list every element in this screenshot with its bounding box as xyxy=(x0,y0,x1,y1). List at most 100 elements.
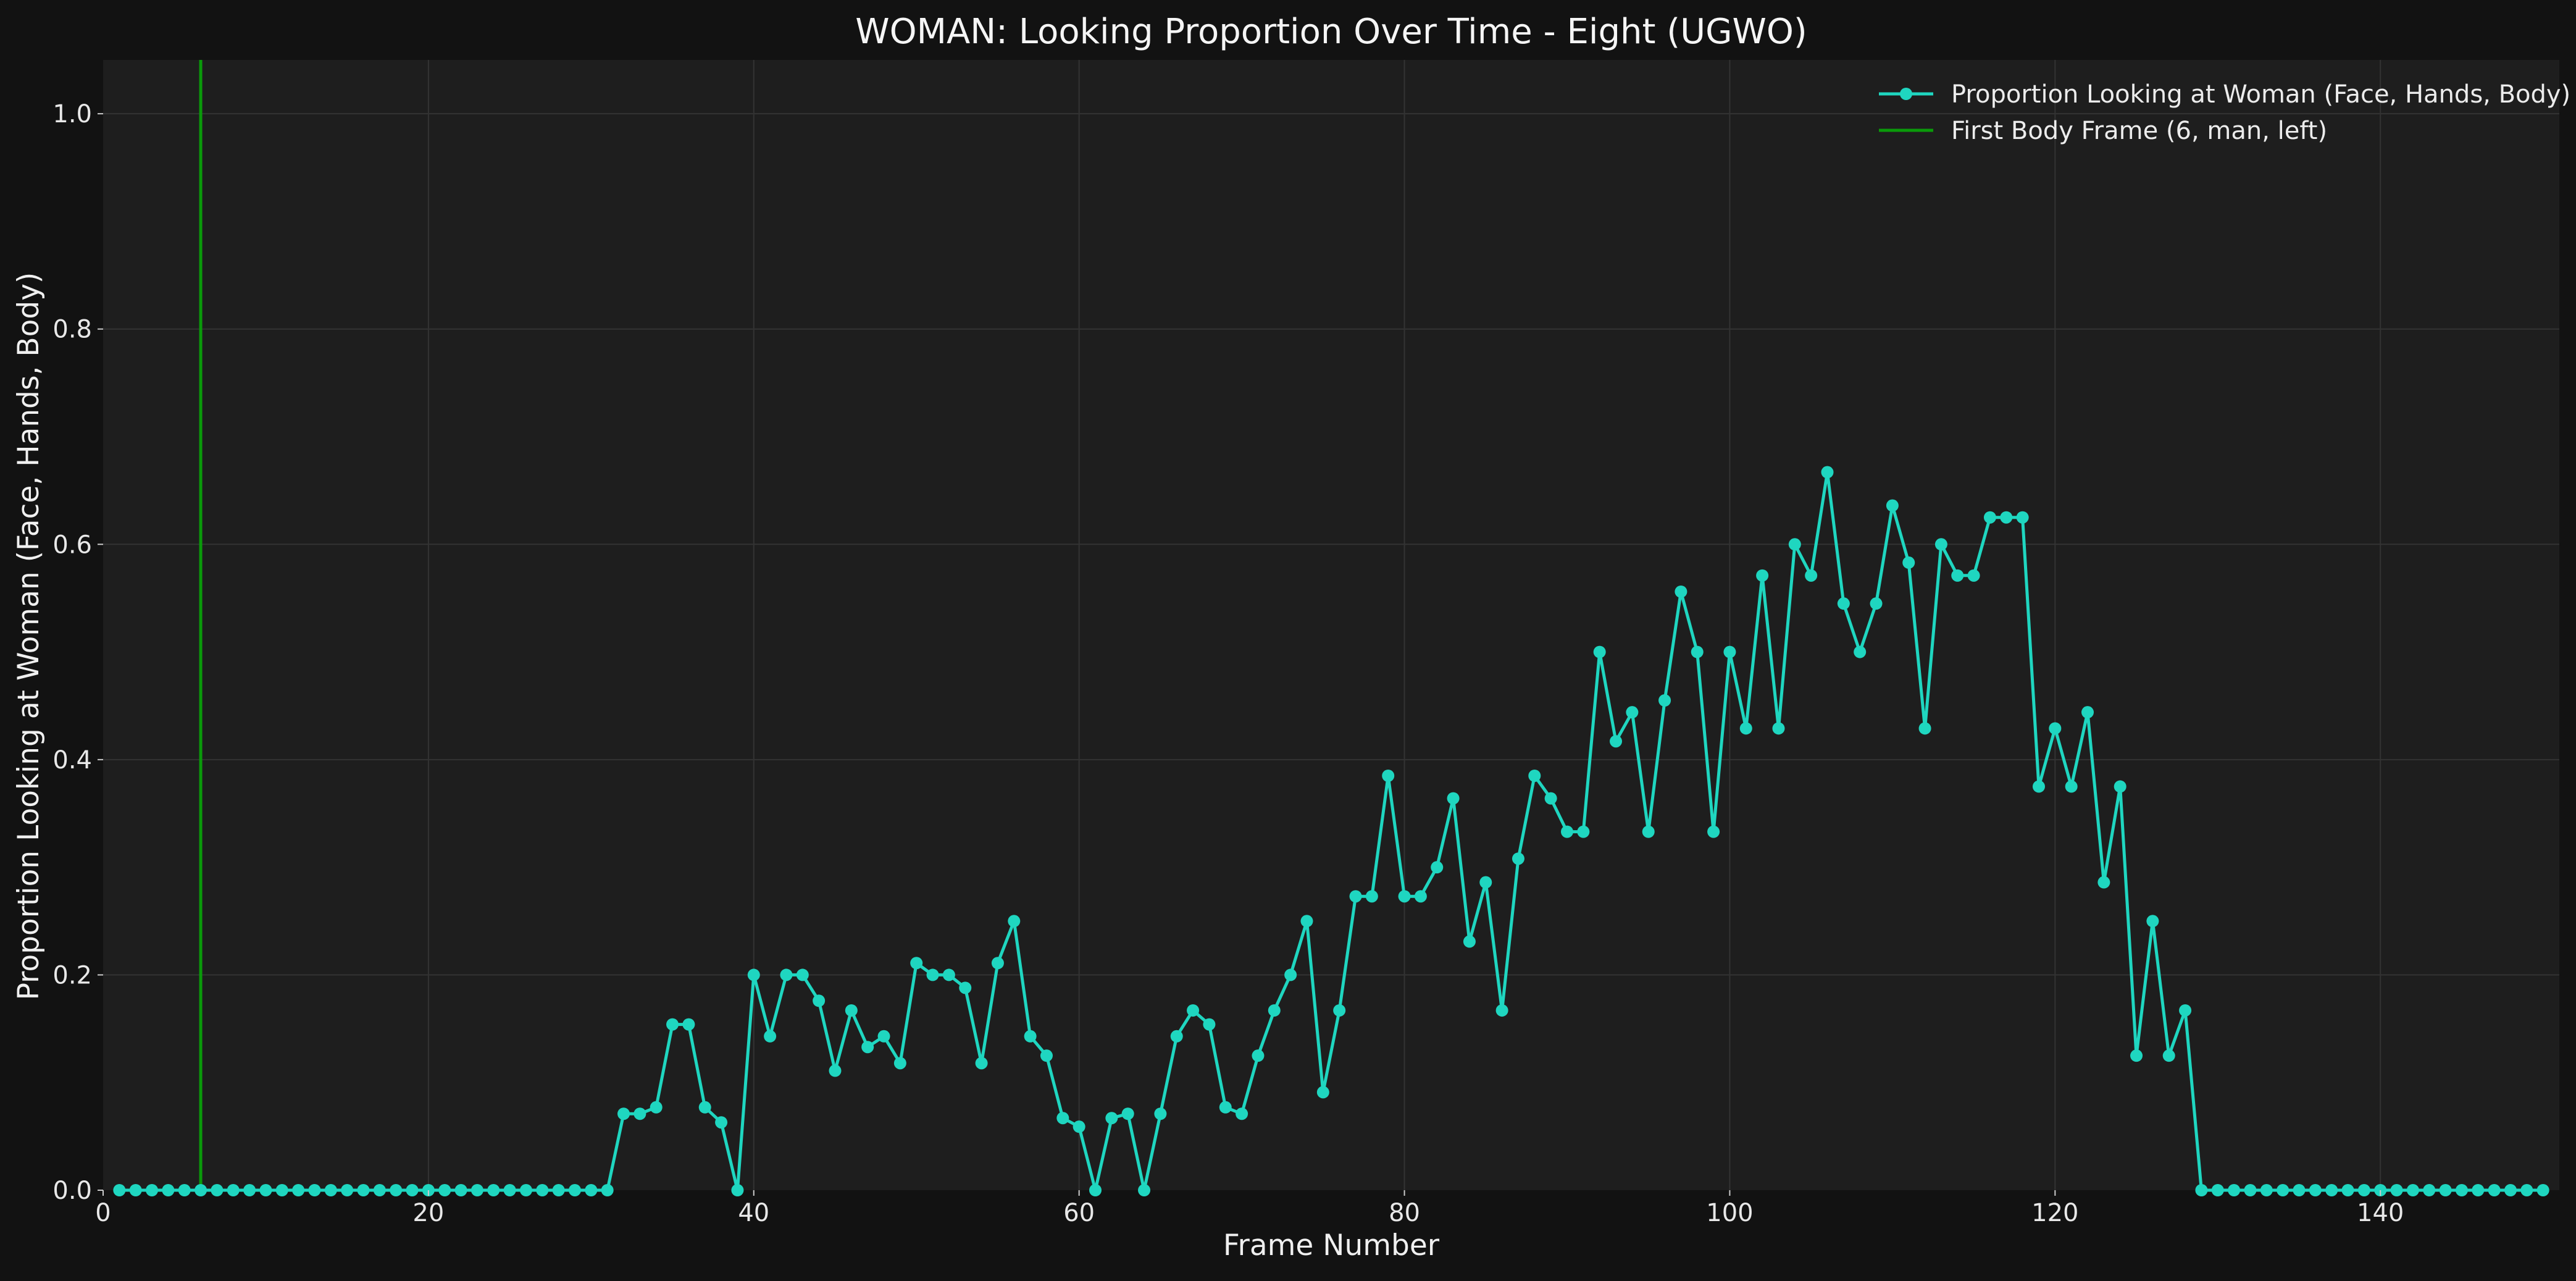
data-point xyxy=(1512,852,1524,865)
data-point xyxy=(2520,1184,2533,1196)
data-point xyxy=(1967,569,1980,582)
data-point xyxy=(601,1184,614,1196)
data-point xyxy=(243,1184,256,1196)
data-point xyxy=(942,968,955,981)
x-tick-label: 100 xyxy=(1706,1199,1753,1227)
data-point xyxy=(1983,511,1996,524)
data-point xyxy=(1463,935,1476,948)
data-point xyxy=(1236,1107,1248,1120)
data-point xyxy=(1187,1004,1200,1017)
data-point xyxy=(1431,861,1444,874)
data-point xyxy=(926,968,939,981)
data-point xyxy=(991,957,1004,970)
data-point xyxy=(1626,706,1639,719)
data-point xyxy=(650,1101,663,1114)
data-point xyxy=(1105,1112,1118,1125)
data-point xyxy=(503,1184,516,1196)
data-point xyxy=(129,1184,142,1196)
data-point xyxy=(2390,1184,2403,1196)
data-point xyxy=(1610,735,1623,748)
x-tick-label: 20 xyxy=(412,1199,444,1227)
data-point xyxy=(2325,1184,2338,1196)
data-point xyxy=(341,1184,354,1196)
x-tick-label: 0 xyxy=(95,1199,111,1227)
data-point xyxy=(406,1184,419,1196)
data-point xyxy=(877,1030,890,1043)
data-point xyxy=(1854,645,1867,658)
data-point xyxy=(1333,1004,1346,1017)
data-point xyxy=(2341,1184,2354,1196)
data-point xyxy=(845,1004,858,1017)
data-point xyxy=(1365,890,1378,903)
data-point xyxy=(731,1184,744,1196)
data-point xyxy=(747,968,760,981)
data-point xyxy=(715,1116,728,1129)
grid-lines xyxy=(103,60,2559,1190)
data-point xyxy=(1951,569,1964,582)
data-point xyxy=(227,1184,240,1196)
data-point xyxy=(1121,1107,1134,1120)
data-point xyxy=(1756,569,1769,582)
data-point xyxy=(2260,1184,2273,1196)
legend-marker-series xyxy=(1900,88,1912,100)
data-point xyxy=(1056,1112,1069,1125)
x-tick-label: 40 xyxy=(738,1199,769,1227)
data-point xyxy=(617,1107,630,1120)
data-point xyxy=(1138,1184,1151,1196)
data-point xyxy=(2000,511,2013,524)
data-point xyxy=(1154,1107,1167,1120)
x-tick-label: 120 xyxy=(2031,1199,2078,1227)
legend-label-vline: First Body Frame (6, man, left) xyxy=(1951,117,2327,145)
data-point xyxy=(2049,722,2062,735)
y-tick-label: 0.6 xyxy=(52,531,92,559)
data-point xyxy=(1479,876,1492,889)
data-point xyxy=(194,1184,207,1196)
y-tick-label: 0.2 xyxy=(52,961,92,989)
data-point xyxy=(292,1184,305,1196)
data-point xyxy=(2244,1184,2257,1196)
data-point xyxy=(1918,722,1931,735)
x-tick-label: 80 xyxy=(1389,1199,1420,1227)
data-point xyxy=(780,968,793,981)
data-point xyxy=(519,1184,532,1196)
data-point xyxy=(1219,1101,1232,1114)
data-point xyxy=(813,994,826,1007)
data-point xyxy=(552,1184,565,1196)
data-point xyxy=(1739,722,1752,735)
data-point xyxy=(2357,1184,2370,1196)
series-layer xyxy=(113,466,2549,1196)
data-point xyxy=(2536,1184,2549,1196)
data-point xyxy=(959,981,972,994)
x-axis-ticks: 0 20 40 60 80 100 120 140 xyxy=(95,1190,2404,1227)
data-point xyxy=(1821,466,1834,479)
data-point xyxy=(585,1184,598,1196)
data-point xyxy=(324,1184,337,1196)
data-point xyxy=(1268,1004,1281,1017)
data-point xyxy=(796,968,809,981)
data-point xyxy=(1837,597,1850,610)
data-point xyxy=(1398,890,1411,903)
data-point xyxy=(2195,1184,2208,1196)
data-point xyxy=(454,1184,467,1196)
data-point xyxy=(1707,825,1720,838)
data-point xyxy=(390,1184,403,1196)
y-axis-title: Proportion Looking at Woman (Face, Hands… xyxy=(12,272,46,1001)
data-point xyxy=(1447,792,1460,805)
data-point xyxy=(2162,1049,2175,1062)
data-point xyxy=(1544,792,1557,805)
data-point xyxy=(2472,1184,2485,1196)
data-point xyxy=(113,1184,126,1196)
data-point xyxy=(1902,556,1915,569)
data-point xyxy=(1788,538,1801,551)
data-point xyxy=(975,1057,988,1070)
x-tick-label: 140 xyxy=(2357,1199,2404,1227)
data-point xyxy=(2406,1184,2419,1196)
data-point xyxy=(146,1184,159,1196)
data-point xyxy=(1089,1184,1102,1196)
data-point xyxy=(536,1184,549,1196)
data-point xyxy=(1349,890,1362,903)
data-point xyxy=(2504,1184,2517,1196)
data-point xyxy=(1934,538,1947,551)
data-point xyxy=(438,1184,451,1196)
